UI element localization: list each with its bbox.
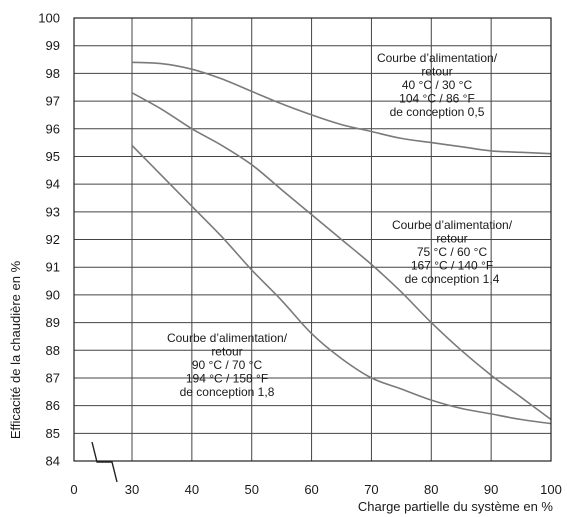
axis-break-zigzag xyxy=(91,441,118,483)
x-tick-label-80: 80 xyxy=(424,482,438,497)
y-tick-label-92: 92 xyxy=(46,232,60,247)
series-line-3 xyxy=(131,144,552,425)
x-tick-labels: 0 30 40 50 60 70 80 90 100 xyxy=(70,482,561,497)
axis-break-symbol xyxy=(91,441,118,483)
x-tick-label-100: 100 xyxy=(540,482,562,497)
y-tick-label-87: 87 xyxy=(46,370,60,385)
x-tick-label-70: 70 xyxy=(364,482,378,497)
curve-annotation-3-line-2: retour xyxy=(211,345,242,359)
x-tick-label-40: 40 xyxy=(185,482,199,497)
x-tick-label-50: 50 xyxy=(244,482,258,497)
plot-border xyxy=(73,17,552,462)
y-tick-label-84: 84 xyxy=(46,454,60,469)
y-tick-label-96: 96 xyxy=(46,121,60,136)
y-tick-label-95: 95 xyxy=(46,149,60,164)
y-tick-label-99: 99 xyxy=(46,38,60,53)
series-lines xyxy=(131,61,552,425)
x-axis-title: Charge partielle du système en % xyxy=(358,499,554,514)
curve-annotation-1-line-2: retour xyxy=(421,65,452,79)
y-tick-label-90: 90 xyxy=(46,287,60,302)
curve-annotation-2-line-4: 167 °C / 140 °F xyxy=(411,259,493,273)
curve-annotation-2-line-1: Courbe d’alimentation/ xyxy=(392,218,513,232)
curve-annotation-3-line-1: Courbe d’alimentation/ xyxy=(167,331,288,345)
y-tick-label-93: 93 xyxy=(46,204,60,219)
curve-annotation-3-line-5: de conception 1,8 xyxy=(180,385,275,399)
curve-annotation-3-line-4: 194 °C / 158 °F xyxy=(186,372,268,386)
x-tick-label-90: 90 xyxy=(484,482,498,497)
x-tick-label-30: 30 xyxy=(125,482,139,497)
x-tick-label-60: 60 xyxy=(304,482,318,497)
series-line-2 xyxy=(131,92,552,421)
y-tick-label-89: 89 xyxy=(46,315,60,330)
y-tick-labels: 84 85 86 87 88 89 90 91 92 93 94 95 96 97 98 99 100 xyxy=(38,11,60,469)
curve-annotation-1-line-5: de conception 0,5 xyxy=(390,105,485,119)
y-tick-label-100: 100 xyxy=(38,11,60,26)
y-tick-label-98: 98 xyxy=(46,66,60,81)
y-tick-label-97: 97 xyxy=(46,94,60,109)
curve-annotation-3-line-3: 90 °C / 70 °C xyxy=(192,358,263,372)
curve-annotation-1-line-4: 104 °C / 86 °F xyxy=(399,92,475,106)
grid-lines xyxy=(74,18,551,461)
curve-annotation-2-line-2: retour xyxy=(436,232,467,246)
y-tick-label-86: 86 xyxy=(46,398,60,413)
curve-annotation-2-line-5: de conception 1,4 xyxy=(405,272,500,286)
y-tick-label-88: 88 xyxy=(46,343,60,358)
curve-annotation-1-line-1: Courbe d’alimentation/ xyxy=(377,51,498,65)
y-tick-label-94: 94 xyxy=(46,177,60,192)
y-axis-title: Efficacité de la chaudière en % xyxy=(8,260,23,439)
curve-annotation-1-line-3: 40 °C / 30 °C xyxy=(402,78,473,92)
y-tick-label-85: 85 xyxy=(46,426,60,441)
curve-annotation-2-line-3: 75 °C / 60 °C xyxy=(417,245,488,259)
plot-frame xyxy=(73,17,552,462)
series-line-1 xyxy=(131,61,552,155)
x-tick-label-0: 0 xyxy=(70,482,77,497)
y-tick-label-91: 91 xyxy=(46,260,60,275)
